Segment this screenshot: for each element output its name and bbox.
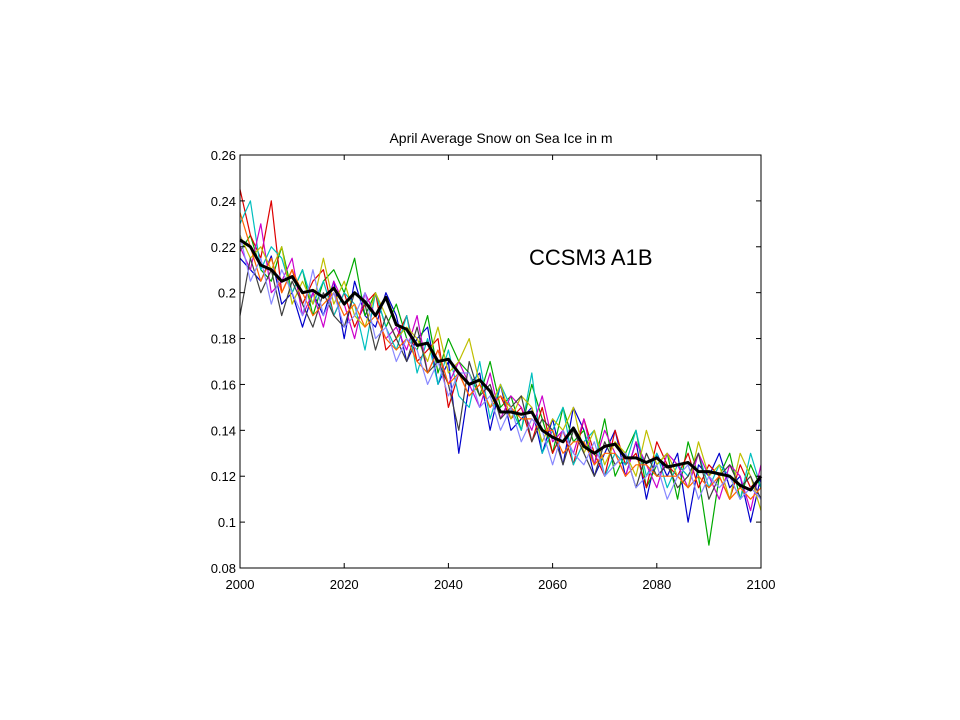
y-axis: 0.08 0.1 0.12 0.14 0.16 0.18 0.2 0.22 0.24 0.26 [211,148,761,576]
y-tick-label: 0.2 [218,286,236,301]
y-tick-label: 0.18 [211,332,236,347]
model-annotation: CCSM3 A1B [529,245,653,270]
y-tick-label: 0.14 [211,423,236,438]
ensemble-run-line-8 [239,212,762,500]
x-tick-label: 2020 [330,577,359,592]
ensemble-mean-line [239,238,763,492]
chart-title: April Average Snow on Sea Ice in m [389,130,612,146]
y-tick-label: 0.24 [211,194,236,209]
y-tick-label: 0.26 [211,148,236,163]
ensemble-run-line-9 [239,235,762,500]
y-tick-label: 0.08 [211,561,236,576]
x-tick-label: 2100 [747,577,776,592]
y-tick-label: 0.1 [218,515,236,530]
x-tick-label: 2060 [538,577,567,592]
x-tick-label: 2000 [226,577,255,592]
x-tick-label: 2040 [434,577,463,592]
y-tick-label: 0.16 [211,377,236,392]
x-tick-label: 2080 [642,577,671,592]
ensemble-run-line-6 [239,235,762,511]
plot-frame [239,154,762,569]
y-tick-label: 0.22 [211,240,236,255]
x-axis: 2000 2020 2040 2060 2080 2100 [226,155,776,592]
ensemble-mean [239,238,763,492]
y-tick-label: 0.12 [211,469,236,484]
